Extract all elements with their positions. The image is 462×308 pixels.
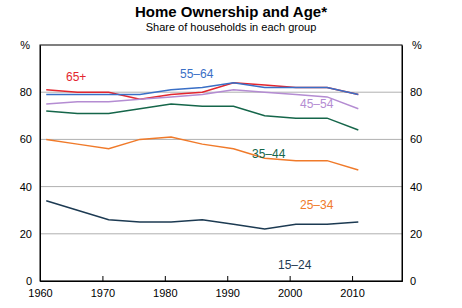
series-label: 45–54	[300, 97, 334, 111]
x-tick-label: 1990	[215, 287, 239, 299]
lines	[46, 83, 358, 229]
y-axis-left: 0 20 40 60 80	[20, 46, 41, 288]
y-axis-line	[402, 46, 403, 282]
x-tick-label: 1980	[153, 287, 177, 299]
x-tick-label: 2000	[278, 287, 302, 299]
x-tick-mark	[290, 276, 291, 281]
x-tick-label: 1960	[28, 287, 52, 299]
grid-line	[40, 139, 402, 140]
grid-line	[40, 186, 402, 187]
y-tick-label: 20	[410, 228, 422, 240]
chart: Home Ownership and Age*Share of househol…	[0, 0, 462, 308]
y-tick: 80	[402, 86, 422, 98]
y-tick-label: 60	[410, 133, 422, 145]
x-tick: 1980	[153, 276, 177, 299]
y-tick: 60	[402, 133, 422, 145]
y-tick: 60	[20, 133, 40, 145]
y-tick-label: 40	[20, 181, 32, 193]
y-tick-label: 20	[20, 228, 32, 240]
x-tick-label: 2010	[340, 287, 364, 299]
y-unit-label: %	[20, 39, 30, 51]
y-tick-label: 0	[26, 275, 32, 287]
x-tick: 1990	[215, 276, 239, 299]
y-tick-label: 80	[20, 86, 32, 98]
x-tick-mark	[165, 276, 166, 281]
subtitle: Share of households in each group	[146, 21, 317, 33]
x-tick-mark	[352, 276, 353, 281]
y-unit-label: %	[412, 39, 422, 51]
grid-line	[40, 233, 402, 234]
y-tick: 0	[26, 275, 40, 287]
y-tick: 40	[20, 181, 40, 193]
series-label: 15–24	[278, 258, 312, 272]
x-tick-mark	[227, 276, 228, 281]
y-tick: 80	[20, 86, 40, 98]
series-label: 35–44	[252, 147, 286, 161]
y-tick-label: 40	[410, 181, 422, 193]
y-tick-label: 0	[410, 275, 416, 287]
y-tick-label: 60	[20, 133, 32, 145]
x-tick: 2000	[278, 276, 302, 299]
y-tick: 40	[402, 181, 422, 193]
x-tick: 1970	[91, 276, 115, 299]
y-tick-label: 80	[410, 86, 422, 98]
y-axis-line	[40, 46, 41, 282]
series-label: 65+	[66, 70, 86, 84]
title: Home Ownership and Age*	[135, 3, 327, 20]
y-tick: 0	[402, 275, 416, 287]
x-tick: 2010	[340, 276, 364, 299]
plot: 1960 1970 1980 1990 2000 2010 0 20 40 60 80 0 20 40 60…	[20, 45, 423, 299]
series-label: 25–34	[300, 198, 334, 212]
y-tick: 20	[402, 228, 422, 240]
plot-frame	[40, 45, 402, 281]
x-tick-label: 1970	[91, 287, 115, 299]
x-tick-mark	[102, 276, 103, 281]
series-line	[46, 137, 358, 170]
y-axis-right: 0 20 40 60 80	[402, 46, 422, 288]
y-tick: 20	[20, 228, 40, 240]
x-axis-line	[41, 276, 403, 282]
grid	[40, 92, 402, 281]
x-axis: 1960 1970 1980 1990 2000 2010	[28, 276, 402, 299]
series-line	[46, 83, 358, 95]
series-label: 55–64	[180, 67, 214, 81]
